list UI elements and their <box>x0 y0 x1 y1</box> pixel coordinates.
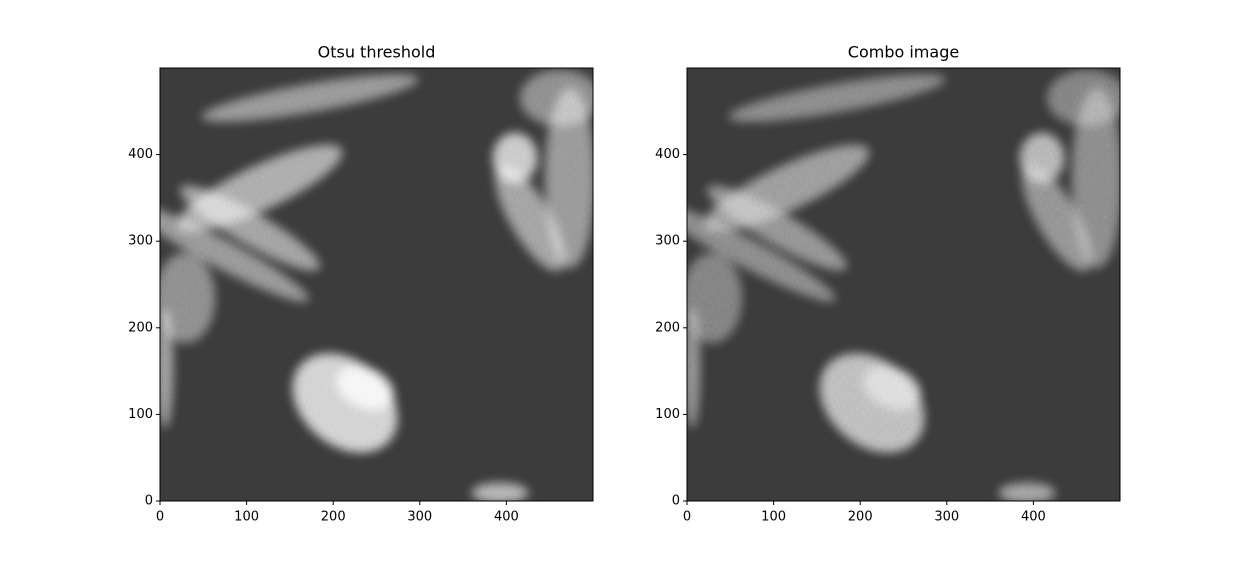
image-left <box>160 68 593 501</box>
x-tick-label: 0 <box>683 510 691 525</box>
image-right <box>687 68 1120 501</box>
y-tick-label: 400 <box>128 147 153 162</box>
x-tick-label: 400 <box>1021 510 1046 525</box>
y-tick-label: 0 <box>672 494 680 509</box>
y-tick-label: 200 <box>128 320 153 335</box>
y-tick-label: 100 <box>655 407 680 422</box>
chart-title: Combo image <box>848 43 959 62</box>
x-tick-label: 300 <box>934 510 959 525</box>
x-tick-label: 200 <box>321 510 346 525</box>
x-tick-label: 200 <box>848 510 873 525</box>
x-tick-label: 400 <box>494 510 519 525</box>
x-tick-label: 100 <box>234 510 259 525</box>
x-tick-label: 300 <box>407 510 432 525</box>
chart-title: Otsu threshold <box>318 43 436 62</box>
x-tick-label: 0 <box>156 510 164 525</box>
y-tick-label: 200 <box>655 320 680 335</box>
y-tick-label: 0 <box>145 494 153 509</box>
y-tick-label: 100 <box>128 407 153 422</box>
y-tick-label: 400 <box>655 147 680 162</box>
axes-frame <box>686 67 1121 502</box>
axes-frame <box>159 67 594 502</box>
x-tick-label: 100 <box>761 510 786 525</box>
y-tick-label: 300 <box>655 234 680 249</box>
y-tick-label: 300 <box>128 234 153 249</box>
